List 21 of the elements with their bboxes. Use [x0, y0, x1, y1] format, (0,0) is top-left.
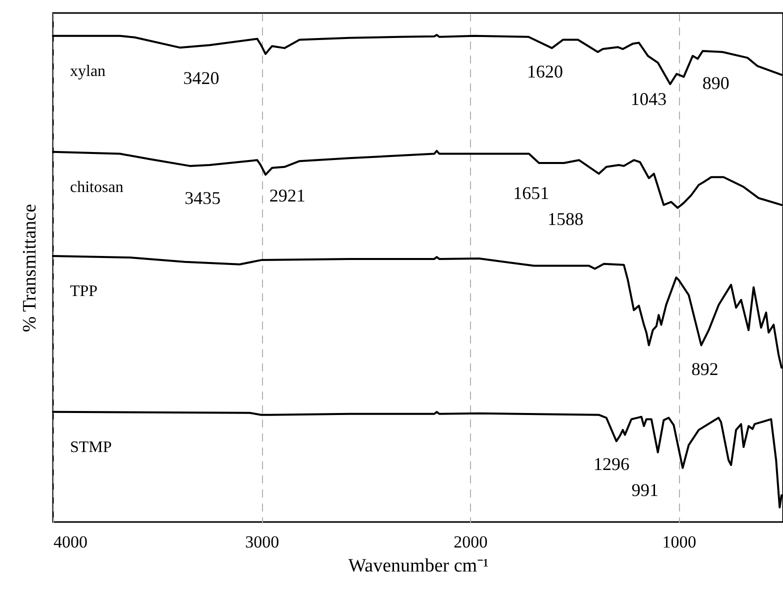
y-axis-title: % Transmittance	[20, 204, 40, 332]
x-tick-label: 2000	[454, 532, 488, 552]
series-label: xylan	[70, 62, 106, 80]
annotation: 3435	[184, 188, 221, 208]
annotation: 1043	[630, 89, 667, 110]
annotation: 2921	[269, 186, 306, 206]
x-tick-label: 1000	[662, 532, 696, 552]
annotation: 1588	[547, 209, 584, 230]
annotation: 1620	[527, 62, 564, 82]
annotation: 892	[691, 358, 718, 379]
annotation: 991	[632, 480, 659, 500]
annotation: 3420	[183, 68, 220, 88]
annotation: 1651	[513, 183, 550, 204]
x-tick-label: 4000	[54, 532, 88, 552]
series-label: TPP	[70, 283, 98, 300]
x-axis-title: Wavenumber cm⁻¹	[348, 556, 490, 576]
series-label: STMP	[70, 438, 112, 456]
x-tick-label: 3000	[245, 532, 280, 552]
annotation: 1296	[593, 454, 630, 474]
annotation: 890	[702, 72, 730, 93]
series-label: chitosan	[70, 178, 124, 196]
